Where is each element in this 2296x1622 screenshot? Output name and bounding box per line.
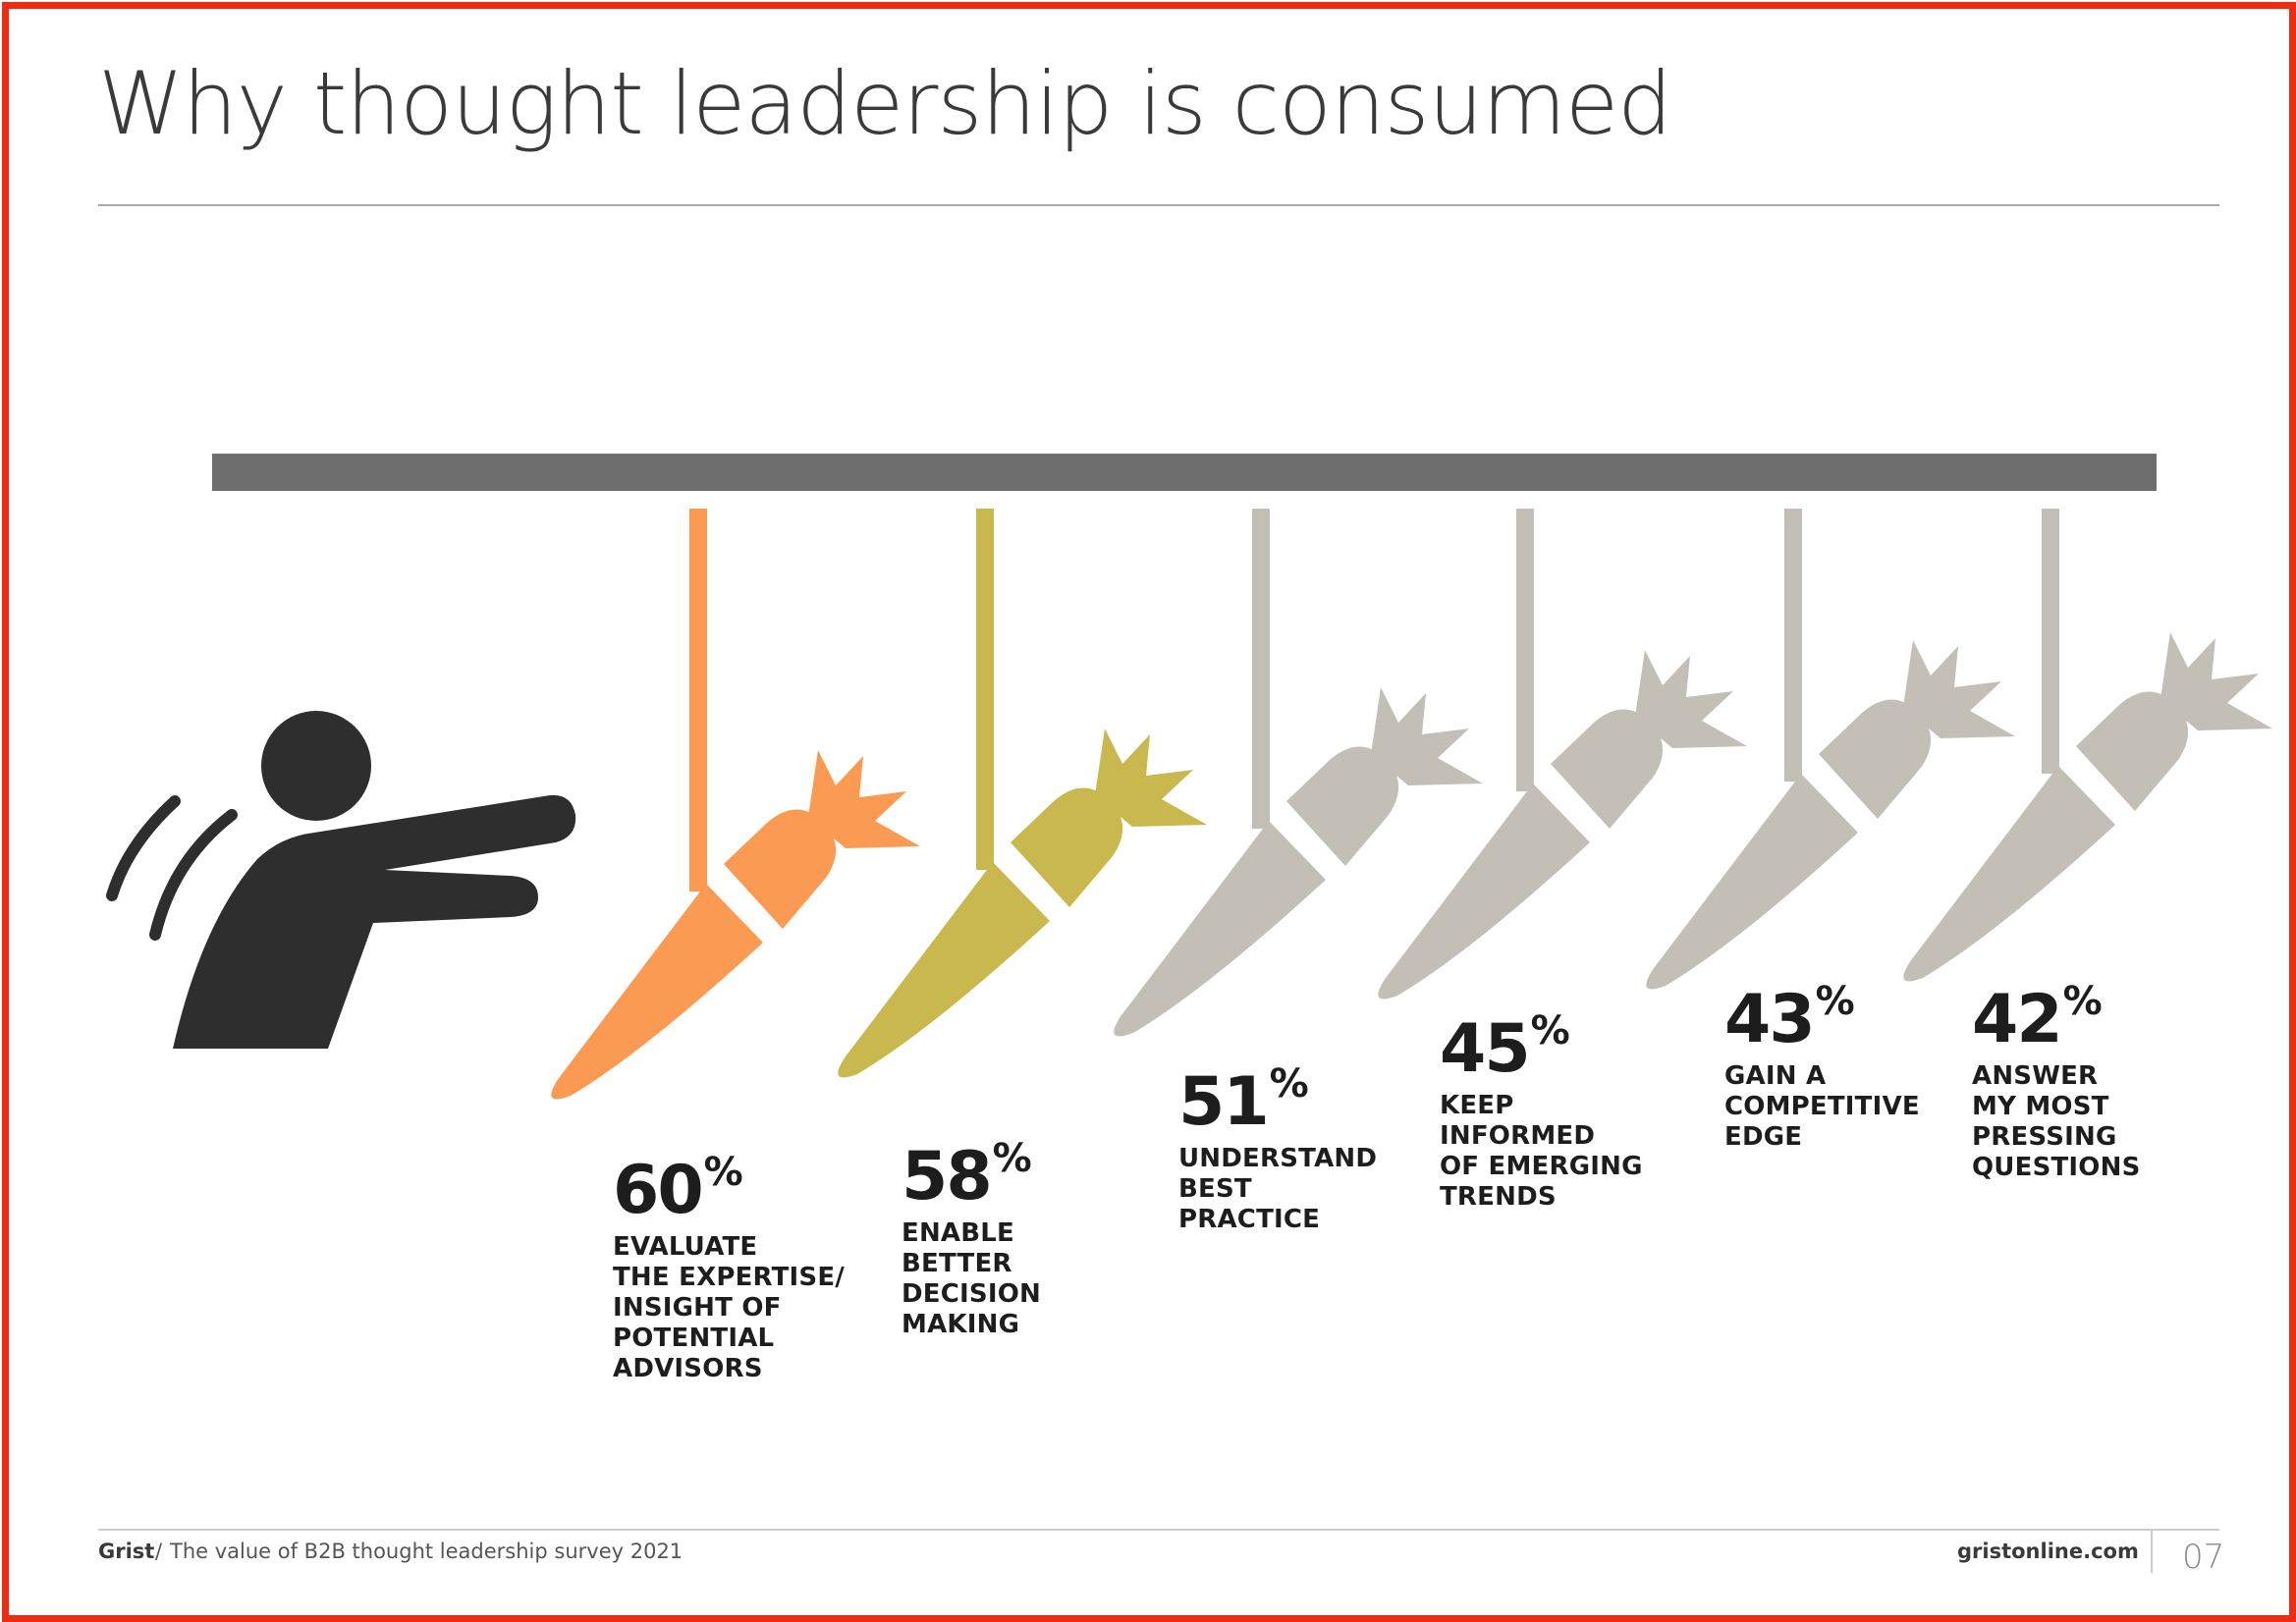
carrot-string [1516, 509, 1534, 791]
stat-value: 43 [1724, 981, 1816, 1058]
stat-label: ENABLE BETTER DECISION MAKING [902, 1218, 1041, 1339]
carrot-icon [1114, 509, 1483, 1037]
stat-unit: % [992, 1136, 1032, 1181]
stat-value: 60 [613, 1152, 704, 1229]
footer-page-divider [2151, 1530, 2153, 1573]
stat-label: ANSWER MY MOST PRESSING QUESTIONS [1972, 1061, 2141, 1182]
stat-label: UNDERSTAND BEST PRACTICE [1178, 1144, 1378, 1234]
stat-unit: % [703, 1150, 743, 1195]
person-reaching-icon [106, 711, 576, 1049]
stat-6: 42% ANSWER MY MOST PRESSING QUESTIONS [1972, 982, 2141, 1183]
stat-3: 51% UNDERSTAND BEST PRACTICE [1178, 1064, 1377, 1235]
carrot-string [689, 509, 707, 892]
footer-survey-title: The value of B2B thought leadership surv… [170, 1540, 683, 1563]
carrot-string [1784, 509, 1802, 782]
stat-unit: % [2062, 979, 2103, 1024]
stat-value: 51 [1178, 1063, 1270, 1141]
stat-5: 43% GAIN A COMPETITIVE EDGE [1724, 982, 1920, 1153]
stat-unit: % [1269, 1061, 1309, 1107]
footer-url[interactable]: gristonline.com [1957, 1540, 2139, 1563]
hanging-bar [212, 454, 2157, 491]
stat-value: 42 [1972, 981, 2063, 1058]
stat-4: 45% KEEP INFORMED OF EMERGING TRENDS [1440, 1011, 1643, 1213]
stat-unit: % [1530, 1008, 1570, 1054]
title-divider [98, 204, 2219, 206]
carrot-string [1252, 509, 1270, 829]
footer-separator: / [155, 1540, 163, 1563]
page-title: Why thought leadership is consumed [98, 53, 1672, 154]
stat-value: 58 [902, 1138, 993, 1216]
stat-2: 58% ENABLE BETTER DECISION MAKING [902, 1139, 1041, 1340]
stat-label: EVALUATE THE EXPERTISE/ INSIGHT OF POTEN… [613, 1232, 845, 1383]
stat-value: 45 [1440, 1010, 1531, 1088]
carrot-icon [1646, 509, 2015, 990]
carrot-icon [838, 509, 1207, 1078]
page-number: 07 [2182, 1538, 2225, 1577]
footer-brand: Grist [98, 1540, 155, 1563]
carrot-string [2042, 509, 2059, 774]
stat-1: 60% EVALUATE THE EXPERTISE/ INSIGHT OF P… [613, 1153, 845, 1384]
carrot-icon [1378, 509, 1747, 1000]
carrot-icon [551, 509, 920, 1100]
carrot-icon [1903, 509, 2272, 982]
stat-label: GAIN A COMPETITIVE EDGE [1724, 1061, 1920, 1152]
stat-label: KEEP INFORMED OF EMERGING TRENDS [1440, 1091, 1643, 1212]
carrot-string [976, 509, 994, 870]
footer-divider [98, 1529, 2219, 1531]
stat-unit: % [1815, 979, 1855, 1024]
